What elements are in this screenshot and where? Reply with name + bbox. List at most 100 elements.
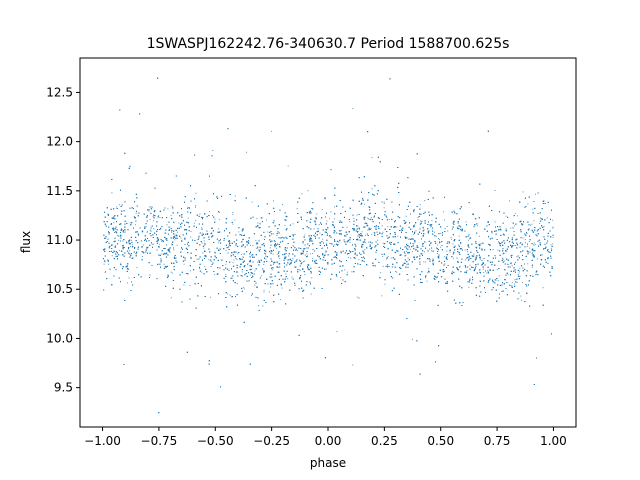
data-point bbox=[247, 263, 249, 265]
data-point bbox=[373, 232, 375, 233]
data-point bbox=[509, 200, 511, 202]
data-point bbox=[310, 293, 312, 295]
data-point bbox=[265, 255, 267, 257]
data-point bbox=[429, 243, 431, 245]
data-point bbox=[180, 237, 182, 239]
data-point bbox=[534, 227, 536, 229]
data-point bbox=[269, 247, 271, 249]
data-point bbox=[444, 219, 445, 221]
data-point bbox=[368, 241, 370, 243]
data-point bbox=[503, 235, 505, 236]
data-point bbox=[526, 233, 528, 235]
data-point bbox=[195, 206, 196, 208]
data-point bbox=[125, 241, 127, 243]
data-point bbox=[524, 242, 526, 244]
data-point bbox=[502, 253, 504, 255]
data-point bbox=[496, 269, 498, 271]
data-point bbox=[303, 261, 305, 263]
data-point bbox=[132, 244, 134, 246]
scatter-points bbox=[103, 77, 554, 414]
data-point bbox=[552, 243, 554, 245]
data-point bbox=[251, 294, 252, 296]
data-point bbox=[116, 234, 118, 236]
data-point bbox=[424, 200, 426, 202]
data-point bbox=[336, 331, 338, 333]
data-point bbox=[387, 256, 389, 258]
data-point bbox=[159, 217, 161, 219]
data-point bbox=[161, 253, 163, 255]
data-point bbox=[214, 274, 216, 276]
data-point bbox=[208, 259, 210, 261]
data-point bbox=[304, 274, 306, 276]
data-point bbox=[364, 234, 366, 236]
data-point bbox=[114, 232, 115, 233]
data-point bbox=[381, 295, 383, 297]
data-point bbox=[282, 204, 283, 206]
data-point bbox=[350, 251, 352, 253]
data-point bbox=[551, 249, 553, 251]
data-point bbox=[128, 277, 130, 279]
data-point bbox=[272, 264, 274, 266]
data-point bbox=[527, 263, 529, 265]
data-point bbox=[516, 256, 518, 258]
data-point bbox=[522, 191, 524, 193]
data-point bbox=[174, 239, 176, 241]
data-point bbox=[130, 239, 132, 241]
data-point bbox=[232, 265, 234, 267]
data-point bbox=[343, 239, 345, 240]
data-point bbox=[358, 259, 360, 261]
data-point bbox=[357, 225, 359, 227]
data-point bbox=[322, 238, 324, 240]
data-point bbox=[487, 243, 489, 245]
data-point bbox=[528, 241, 530, 243]
data-point bbox=[535, 274, 536, 276]
data-point bbox=[316, 231, 318, 233]
data-point bbox=[145, 226, 147, 228]
data-point bbox=[409, 248, 411, 250]
data-point bbox=[375, 227, 376, 229]
data-point bbox=[212, 150, 214, 151]
data-point bbox=[274, 241, 276, 243]
data-point bbox=[383, 201, 385, 203]
data-point bbox=[436, 247, 438, 249]
data-point bbox=[202, 252, 204, 254]
data-point bbox=[440, 246, 442, 248]
data-point bbox=[465, 259, 467, 261]
data-point bbox=[510, 227, 512, 229]
data-point bbox=[238, 231, 240, 233]
data-point bbox=[514, 279, 516, 281]
data-point bbox=[348, 256, 350, 258]
data-point bbox=[531, 253, 533, 254]
data-point bbox=[195, 220, 197, 222]
data-point bbox=[429, 248, 431, 250]
data-point bbox=[464, 249, 466, 251]
data-point bbox=[504, 234, 506, 236]
data-point bbox=[395, 271, 397, 272]
data-point bbox=[231, 277, 233, 279]
data-point bbox=[299, 259, 300, 261]
data-point bbox=[204, 242, 206, 244]
data-point bbox=[387, 226, 389, 228]
data-point bbox=[129, 222, 131, 224]
data-point bbox=[396, 271, 397, 273]
data-point bbox=[158, 243, 160, 245]
data-point bbox=[535, 243, 537, 245]
data-point bbox=[407, 257, 409, 259]
data-point bbox=[513, 283, 515, 285]
data-point bbox=[535, 193, 536, 195]
data-point bbox=[121, 235, 123, 237]
data-point bbox=[466, 251, 468, 253]
data-point bbox=[277, 256, 279, 258]
data-point bbox=[380, 272, 382, 274]
data-point bbox=[477, 225, 479, 227]
data-point bbox=[383, 203, 385, 204]
data-point bbox=[195, 205, 197, 207]
data-point bbox=[183, 263, 185, 265]
data-point bbox=[447, 230, 449, 232]
data-point bbox=[312, 258, 314, 260]
data-point bbox=[397, 235, 399, 237]
data-point bbox=[218, 212, 220, 214]
data-point bbox=[492, 249, 494, 250]
data-point bbox=[306, 253, 308, 255]
data-point bbox=[170, 297, 172, 299]
